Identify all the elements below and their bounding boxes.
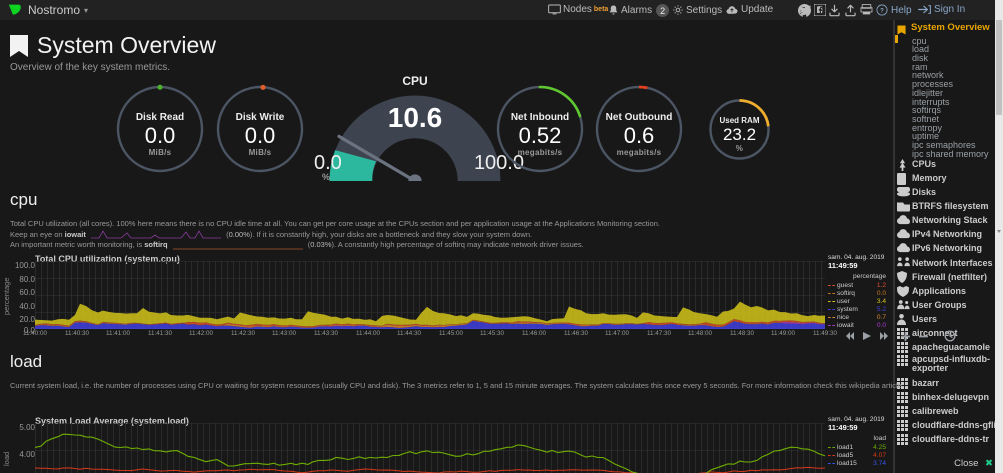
svg-text:?: ? bbox=[880, 9, 884, 15]
